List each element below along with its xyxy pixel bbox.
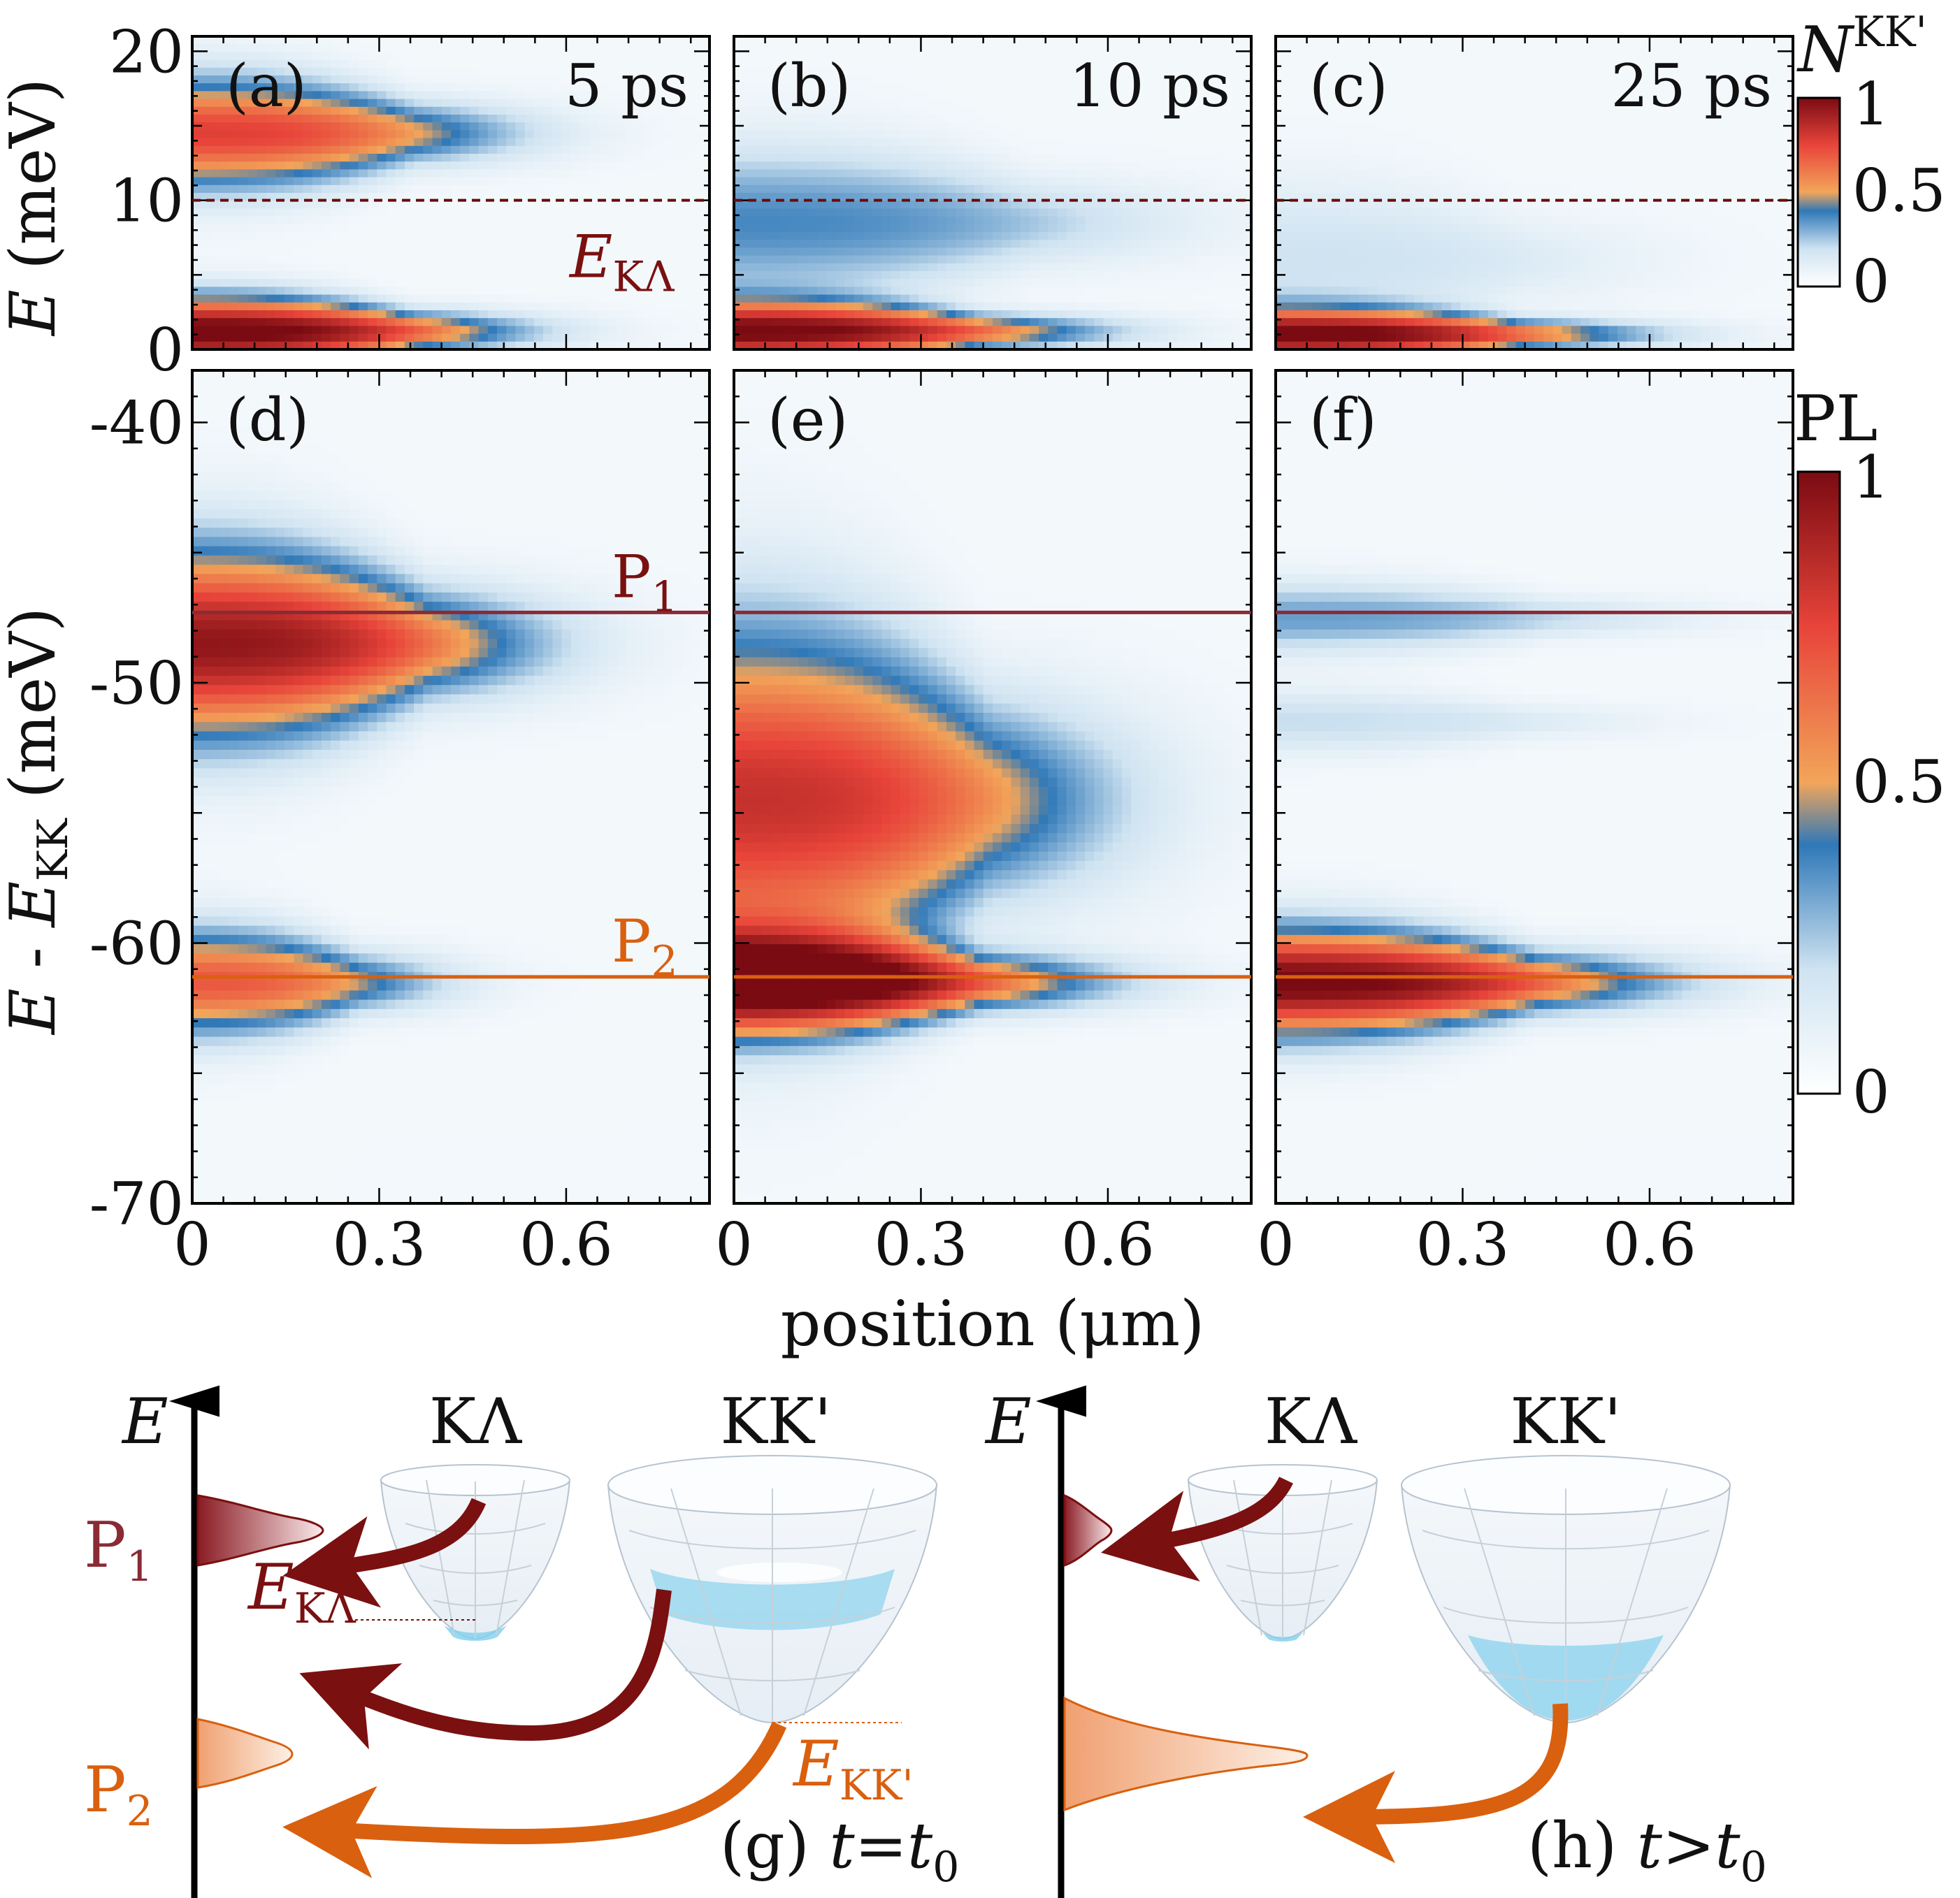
panel-label: (a) [226,52,307,120]
arrow-kk-to-p2-h [1303,1703,1569,1863]
x-tick-label: 0.6 [519,1210,613,1279]
heatmap-panel-c: (c) 25 ps [1274,35,1794,351]
y-tick-label: -70 [89,1170,184,1238]
colorbar-top-tick-1: 1 [1852,70,1889,138]
panel-frame [1274,35,1794,351]
panel-label: (c) [1309,52,1388,120]
y-tick-label: -40 [89,389,184,458]
colorbar-bottom-tick-0: 0 [1852,1058,1889,1127]
kl-valley-label-g: KΛ [429,1385,522,1458]
colorbar-bottom-tick-05: 0.5 [1852,748,1946,816]
kk-valley-bowl-g [607,1455,938,1724]
colorbar-bottom-tick-1: 1 [1852,443,1889,512]
ylabel-top: E (meV) [0,78,70,337]
p2-peak-shape-h [1063,1696,1309,1812]
xlabel: position (μm) [781,1287,1205,1361]
colorbar-bottom: PL 1 0.5 0 [1794,382,1946,1127]
arrow-kk-to-p2-g [282,1721,787,1878]
x-tick-label: 0.3 [874,1210,968,1279]
p2-peak-shape-g [196,1718,294,1789]
caption-g: (g) t=t0 [720,1809,959,1892]
colorbar-top-bar [1796,96,1841,288]
y-tick-label: 20 [109,17,184,86]
panel-frame [733,35,1253,351]
arrow-kl-to-p1-h [1101,1476,1293,1582]
y-tick-label: 0 [147,316,184,384]
colorbar-top-title: NKK' [1796,8,1927,87]
x-tick-label: 0 [715,1210,752,1279]
energy-axis-label-g: E [121,1385,168,1458]
e-kl-line-label: EKΛ [568,223,675,302]
y-tick-label: 10 [109,167,184,236]
schematic-g: E P1 P2 KΛ KK' EKΛ EKK' [84,1385,959,1898]
x-tick-label: 0.6 [1061,1210,1155,1279]
colorbar-bottom-bar [1796,470,1841,1095]
p2-line-label: P2 [612,907,678,986]
time-label: 5 ps [565,52,689,120]
x-tick-label: 0 [173,1210,210,1279]
colorbar-top: NKK' 1 0.5 0 [1796,8,1946,316]
x-tick-label: 0.3 [1416,1210,1510,1279]
panel-frame [191,35,711,351]
ylabel-bottom: E - EKK (meV) [0,607,78,1036]
energy-axis-label-h: E [984,1385,1032,1458]
caption-h: (h) t>t0 [1527,1809,1767,1892]
kl-valley-label-h: KΛ [1264,1385,1357,1458]
kk-valley-label-h: KK' [1510,1385,1621,1458]
kk-valley-label-g: KK' [720,1385,831,1458]
heatmap-panel-b: (b) 10 ps [733,35,1253,351]
heatmap-panels: 0 10 20 (a) 5 ps EKΛ (b) 10 ps (c) 25 ps -40 -50 -60… [89,17,1794,1279]
p1-line-label: P1 [612,542,678,621]
panel-label: (d) [226,386,309,454]
p1-peak-shape-h [1063,1493,1113,1567]
time-label: 25 ps [1611,52,1772,120]
panel-label: (b) [768,52,851,120]
arrow-kl-to-p1-g [282,1498,487,1608]
kl-valley-bowl-g [380,1464,571,1641]
colorbar-top-tick-05: 0.5 [1852,157,1946,225]
panel-label: (f) [1309,386,1377,454]
heatmap-panel-a: 0 10 20 (a) 5 ps EKΛ [109,17,711,384]
arrow-kk-band-to-p1-g [299,1588,672,1750]
p2-label-g: P2 [84,1753,153,1836]
colorbar-top-tick-0: 0 [1852,247,1889,316]
heatmap-panel-d: -40 -50 -60 -700 0.3 0.6 (d) P1 P2 [89,369,711,1279]
heatmap-panel-f: 0 0.3 0.6 (f) [1257,369,1794,1279]
panel-label: (e) [768,386,848,454]
schematic-h: E KΛ KK' (h) t>t0 [984,1385,1767,1898]
e-kk-label-g: EKK' [792,1727,914,1810]
heatmap-panel-e: 0 0.3 0.6 (e) [715,369,1253,1279]
y-tick-label: -60 [89,910,184,978]
p1-label-g: P1 [84,1509,153,1591]
kk-valley-bowl-h [1400,1455,1731,1724]
colorbar-bottom-title: PL [1794,382,1878,456]
time-label: 10 ps [1069,52,1230,120]
y-tick-label: -50 [89,649,184,718]
x-tick-label: 0.3 [333,1210,426,1279]
x-tick-label: 0 [1257,1210,1294,1279]
x-tick-label: 0.6 [1603,1210,1696,1279]
